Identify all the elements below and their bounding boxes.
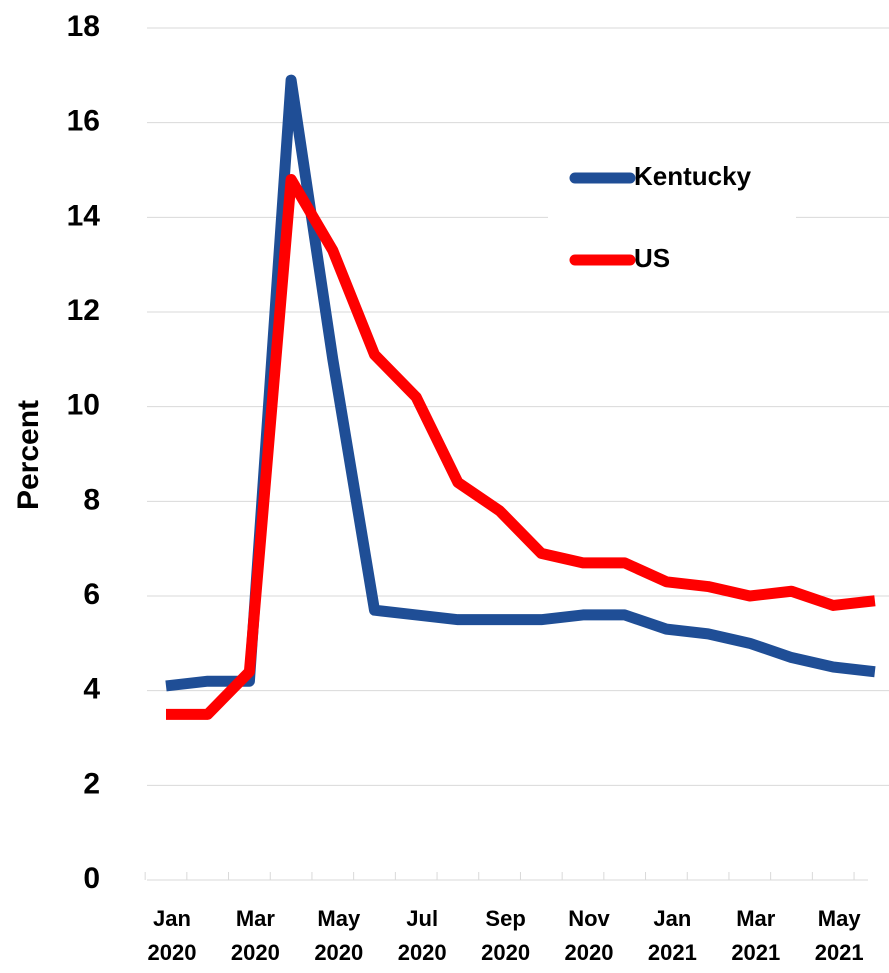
- y-tick-label: 10: [67, 389, 100, 422]
- y-tick-label: 6: [83, 578, 100, 611]
- x-tick-label: Sep 2020: [481, 906, 531, 965]
- x-tick-label: Mar 2021: [731, 906, 781, 965]
- y-tick-label: 0: [83, 862, 100, 895]
- x-tick-label: Jan 2020: [147, 906, 197, 965]
- x-tick-label: Nov 2020: [564, 906, 614, 965]
- x-tick-label: Jan 2021: [647, 906, 697, 965]
- y-tick-label: 8: [83, 483, 100, 516]
- y-tick-label: 4: [83, 673, 100, 706]
- y-tick-label: 14: [67, 199, 101, 232]
- x-tick-label: Jul 2020: [397, 906, 447, 965]
- y-tick-label: 16: [67, 105, 100, 138]
- y-axis-label: Percent: [12, 400, 45, 510]
- y-tick-label: 12: [67, 294, 100, 327]
- line-series: [166, 173, 876, 720]
- x-tick-label: Mar 2020: [230, 906, 280, 965]
- x-tick-label: May 2020: [314, 906, 364, 965]
- line-series: [165, 74, 876, 692]
- x-tick-label: May 2021: [814, 906, 864, 965]
- y-tick-label: 2: [83, 767, 100, 800]
- legend-label: Kentucky: [634, 161, 752, 191]
- y-tick-label: 18: [67, 10, 100, 43]
- legend-label: US: [634, 243, 670, 273]
